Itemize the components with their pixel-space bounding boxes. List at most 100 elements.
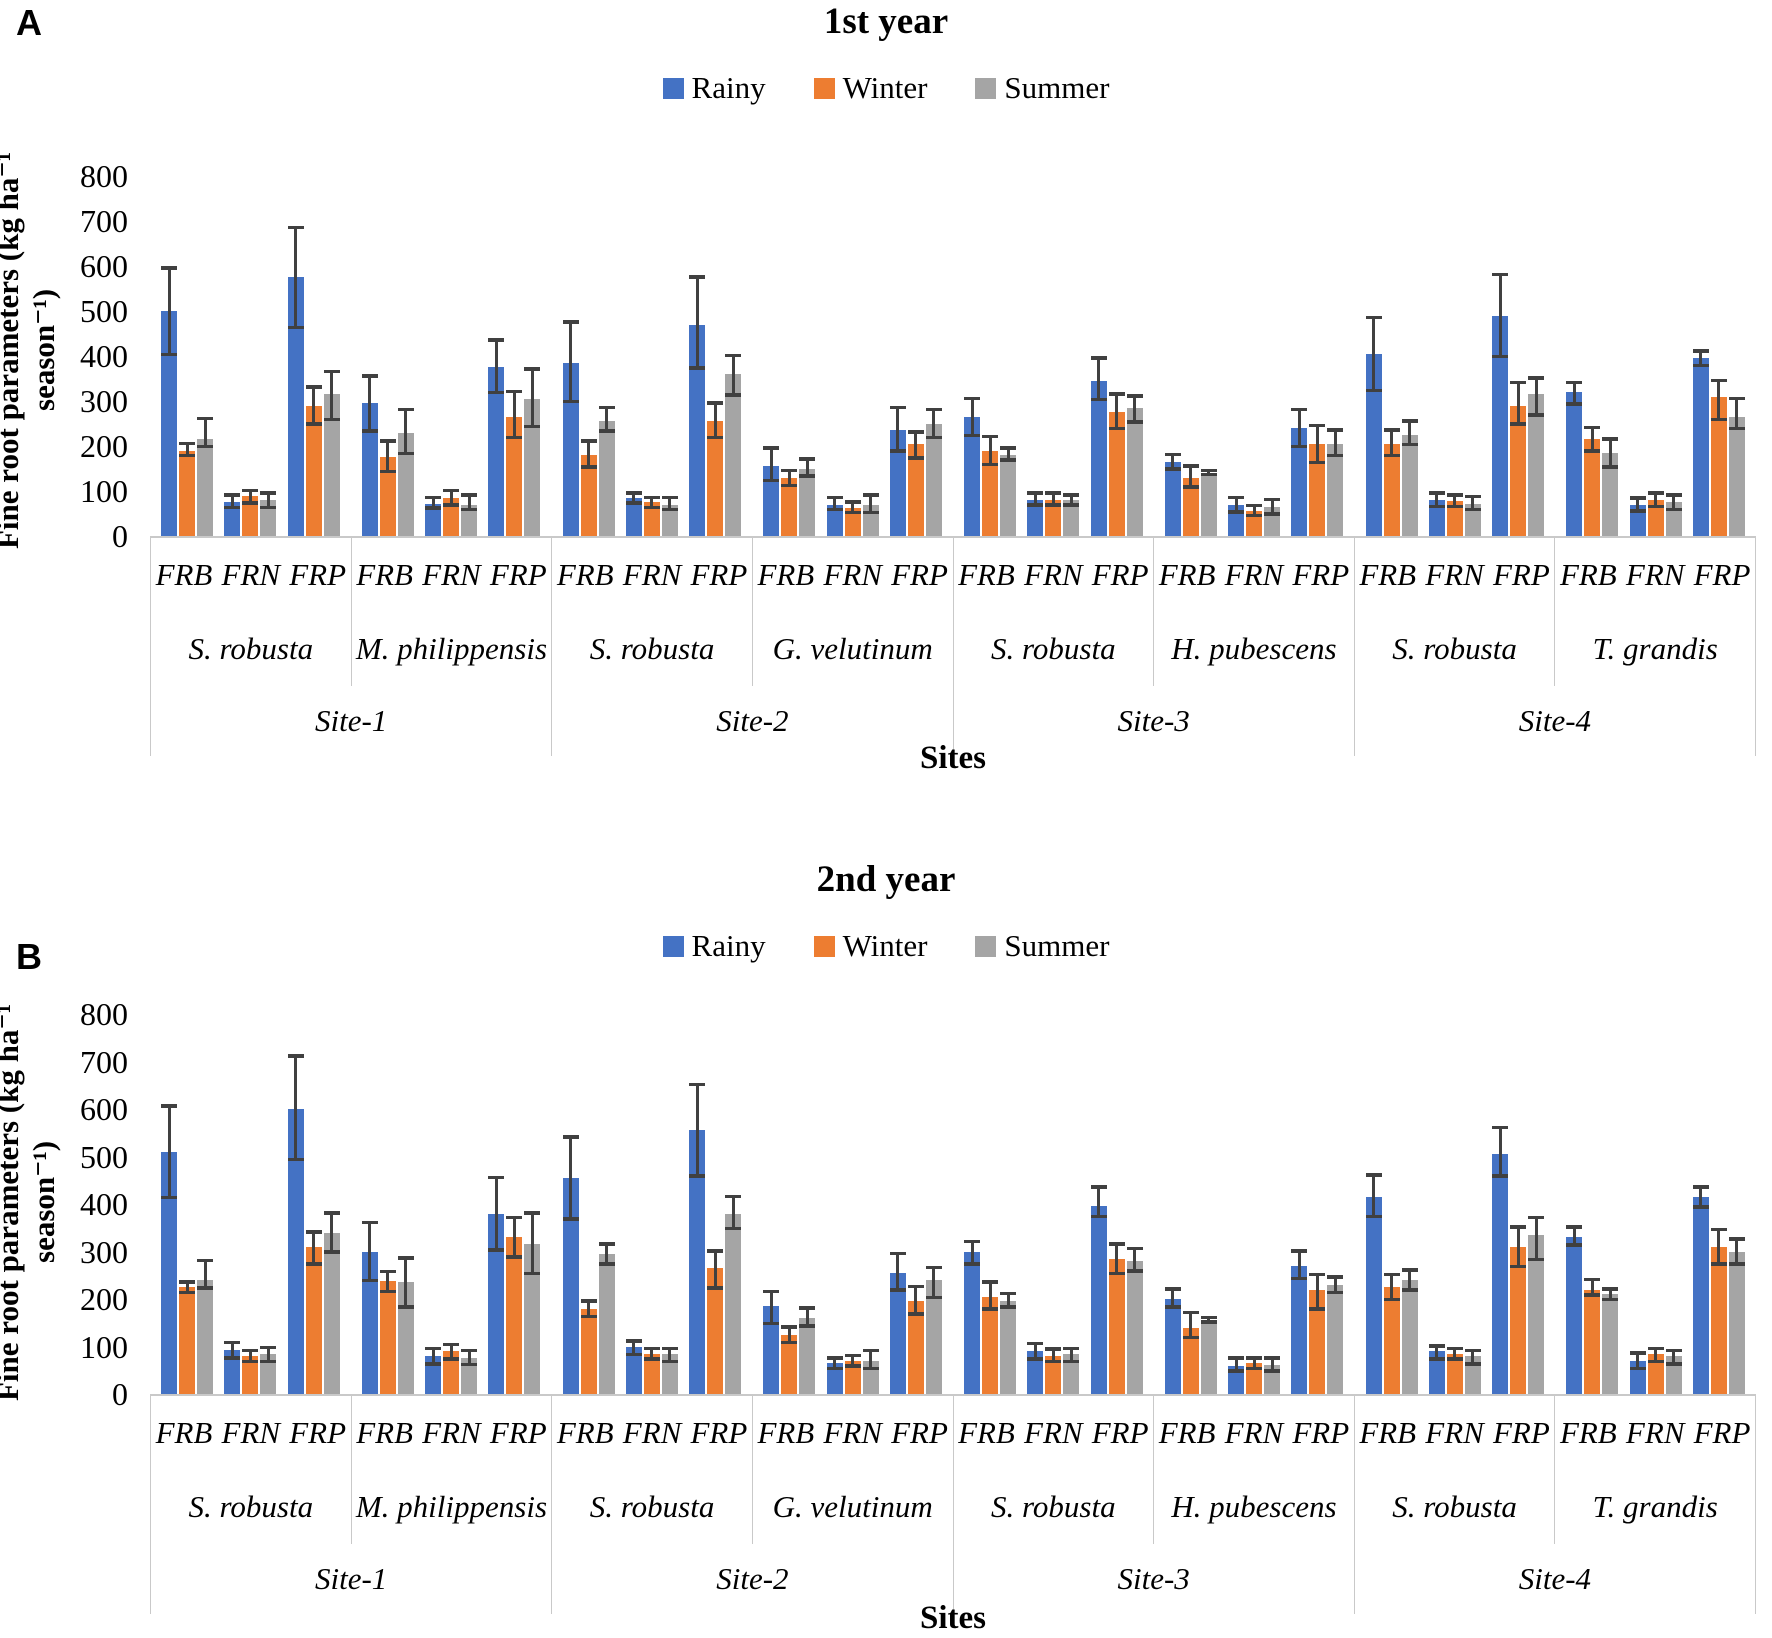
group-site-3-s-robusta [953, 1014, 1154, 1394]
site-label-site-3: Site-3 [952, 686, 1354, 756]
bar-slot [488, 176, 505, 536]
bar-site-4-s-robusta-frp-winter [1510, 1246, 1527, 1394]
param-label-frb: FRB [1559, 557, 1617, 592]
legend-item-rainy: Rainy [662, 70, 766, 106]
bar-site-3-s-robusta-frp-rainy [1090, 1206, 1107, 1394]
param-label-frb: FRB [155, 557, 213, 592]
error-bar [1602, 437, 1619, 469]
bar-site-2-g-velutinum-frp-winter [907, 1301, 924, 1394]
error-bar [179, 441, 196, 458]
bar-site-3-s-robusta-frp-winter [1108, 412, 1125, 536]
bar-site-3-s-robusta-frn-rainy [1027, 1351, 1044, 1394]
bar-site-3-h-pubescens-frb-rainy [1164, 1299, 1181, 1394]
param-group-frn [625, 176, 678, 536]
param-label-frb: FRB [958, 557, 1015, 592]
error-bar [982, 434, 999, 467]
bar-slot [397, 1014, 414, 1394]
bar-slot [1090, 176, 1107, 536]
chart-title: 2nd year [816, 859, 956, 900]
bar-site-2-s-robusta-frp-winter [707, 1268, 724, 1394]
error-bar [1200, 1315, 1217, 1324]
bar-slot [799, 176, 816, 536]
param-group-frb [1566, 176, 1619, 536]
error-bar [361, 374, 378, 433]
plot-area [150, 1014, 1756, 1396]
bar-slot [488, 1014, 505, 1394]
param-group-frn [224, 176, 277, 536]
bar-slot [1647, 176, 1664, 536]
param-group-frb [361, 1014, 414, 1394]
bar-slot [1246, 1014, 1263, 1394]
error-bar [1327, 428, 1344, 458]
bar-slot [562, 176, 579, 536]
error-bar [763, 446, 780, 482]
species-label-s-robusta: S. robusta [150, 1470, 351, 1544]
error-bar [425, 1346, 442, 1366]
bar-site-4-s-robusta-frn-winter [1446, 500, 1463, 536]
bar-site-4-s-robusta-frb-summer [1401, 434, 1418, 536]
bar-site-4-s-robusta-frb-rainy [1365, 1196, 1382, 1394]
bar-slot [1383, 1014, 1400, 1394]
bar-site-1-s-robusta-frn-winter [242, 495, 259, 536]
error-bar [580, 1299, 597, 1318]
error-bar [1264, 1356, 1281, 1373]
error-bar [1602, 1287, 1619, 1302]
bar-site-2-s-robusta-frp-rainy [689, 1130, 706, 1394]
error-bar [1401, 419, 1418, 446]
x-axis-param-row: FRB FRN FRP FRB FRN FRP FRB FRN FRP FRB FRN FRP FRB F… [150, 538, 1756, 612]
species-label-h-pubescens: H. pubescens [1153, 1470, 1354, 1544]
error-bar [379, 1269, 396, 1294]
param-labels-s-robusta: FRB FRN FRP [150, 1396, 351, 1470]
error-bar [488, 1175, 505, 1252]
bar-slot [1365, 1014, 1382, 1394]
param-label-frp: FRP [1492, 557, 1550, 592]
bar-slot [964, 176, 981, 536]
param-group-frn [224, 1014, 277, 1394]
bar-slot [1566, 176, 1583, 536]
bar-slot [826, 1014, 843, 1394]
bar-site-4-s-robusta-frp-winter [1510, 405, 1527, 536]
param-label-frb: FRB [1559, 1415, 1617, 1450]
error-bar [287, 1054, 304, 1162]
bar-site-4-s-robusta-frn-winter [1446, 1353, 1463, 1394]
error-bar [598, 405, 615, 433]
bar-slot [1665, 176, 1682, 536]
bar-site-1-s-robusta-frp-summer [323, 1232, 340, 1394]
error-bar [1692, 1185, 1709, 1209]
bar-site-2-s-robusta-frb-summer [598, 421, 615, 536]
error-bar [925, 1265, 942, 1300]
bar-slot [1291, 1014, 1308, 1394]
bar-slot [1228, 1014, 1245, 1394]
group-site-4-s-robusta [1355, 176, 1556, 536]
bar-slot [1108, 176, 1125, 536]
error-bar [1164, 452, 1181, 471]
bar-slot [242, 1014, 259, 1394]
bar-slot [379, 1014, 396, 1394]
species-label-g-velutinum: G. velutinum [751, 612, 953, 686]
bar-slot [707, 1014, 724, 1394]
group-site-2-g-velutinum [752, 1014, 953, 1394]
group-site-1-m-philippensis [351, 176, 552, 536]
bar-slot [361, 1014, 378, 1394]
error-bar [889, 405, 906, 454]
bar-site-3-h-pubescens-frp-summer [1327, 1284, 1344, 1394]
bar-site-4-t-grandis-frb-summer [1602, 452, 1619, 536]
param-label-frp: FRP [690, 1415, 748, 1450]
bar-slot [1464, 1014, 1481, 1394]
bar-slot [725, 176, 742, 536]
bar-slot [1045, 176, 1062, 536]
bar-slot [260, 176, 277, 536]
param-label-frn: FRN [422, 1415, 481, 1450]
bar-site-4-t-grandis-frp-summer [1728, 416, 1745, 536]
bar-site-3-s-robusta-frn-rainy [1027, 500, 1044, 536]
error-bar [1692, 349, 1709, 368]
bar-slot [323, 1014, 340, 1394]
error-bar [361, 1220, 378, 1283]
bar-site-4-s-robusta-frb-summer [1401, 1280, 1418, 1394]
error-bar [1629, 496, 1646, 513]
legend-item-summer: Summer [975, 70, 1109, 106]
param-label-frp: FRP [489, 557, 547, 592]
error-bar [1045, 1347, 1062, 1364]
error-bar [1108, 1242, 1125, 1276]
bar-slot [925, 176, 942, 536]
